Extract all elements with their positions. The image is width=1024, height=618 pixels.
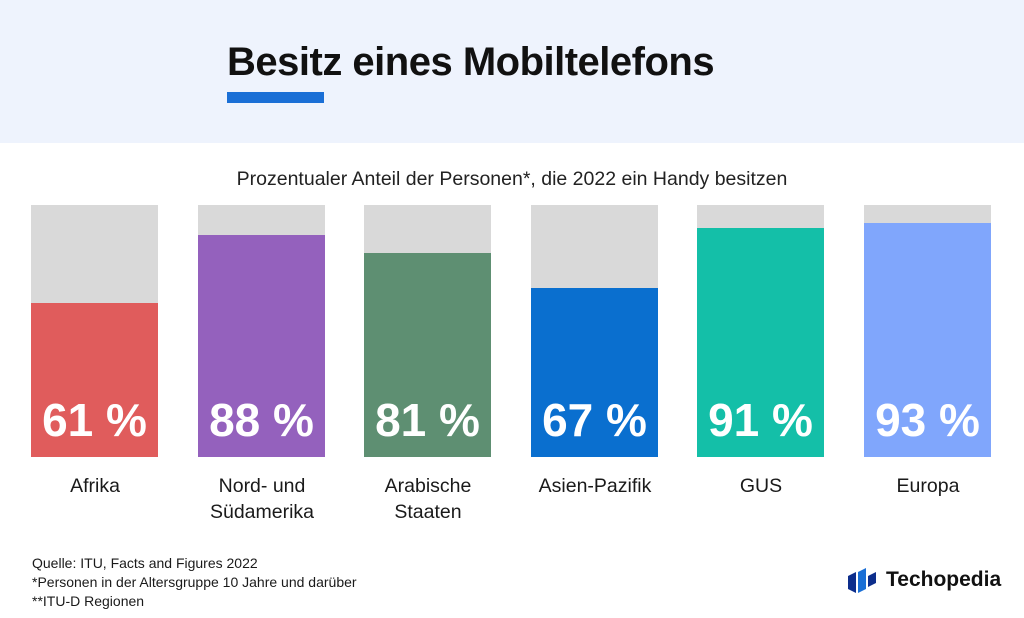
chart-subtitle: Prozentualer Anteil der Personen*, die 2… bbox=[236, 168, 788, 190]
category-label: GUS bbox=[681, 473, 841, 499]
category-label: Europa bbox=[848, 473, 1008, 499]
category-label-line: Afrika bbox=[70, 475, 120, 497]
bar-track: 81 % bbox=[364, 205, 491, 457]
source-note: Quelle: ITU, Facts and Figures 2022 bbox=[32, 555, 258, 571]
techopedia-logo-icon bbox=[848, 568, 876, 593]
bar-track: 88 % bbox=[198, 205, 325, 457]
header-banner: Besitz eines Mobiltelefons bbox=[0, 0, 1024, 143]
bar: 88 % bbox=[198, 235, 325, 457]
category-label: Arabische Staaten bbox=[348, 473, 508, 525]
category-label-line: Nord- und bbox=[218, 475, 306, 497]
category-label: Nord- und Südamerika bbox=[182, 473, 342, 525]
category-label-line: Staaten bbox=[394, 501, 462, 523]
category-label-line: Arabische bbox=[384, 475, 472, 497]
bar-value-label: 81 % bbox=[375, 394, 480, 446]
category-label: Afrika bbox=[15, 473, 175, 499]
bar-value-label: 61 % bbox=[42, 394, 147, 446]
category-label: Asien-Pazifik bbox=[515, 473, 675, 499]
footnotes: Quelle: ITU, Facts and Figures 2022 *Per… bbox=[32, 554, 357, 611]
age-note: *Personen in der Altersgruppe 10 Jahre u… bbox=[32, 574, 357, 590]
category-label-line: Südamerika bbox=[209, 501, 315, 523]
bar-track: 61 % bbox=[31, 205, 158, 457]
techopedia-logo: Techopedia bbox=[848, 566, 1001, 594]
bar: 67 % bbox=[531, 288, 658, 457]
category-label-line: GUS bbox=[739, 475, 783, 497]
bar-chart: 61 % 88 % 81 % 67 % 91 % 93 % bbox=[0, 205, 1024, 457]
bar-value-label: 91 % bbox=[708, 394, 813, 446]
bar: 61 % bbox=[31, 303, 158, 457]
page-title: Besitz eines Mobiltelefons bbox=[227, 40, 715, 84]
bar-value-label: 67 % bbox=[542, 394, 647, 446]
logo-text: Techopedia bbox=[886, 568, 1002, 591]
bar-track: 67 % bbox=[531, 205, 658, 457]
bar-value-label: 93 % bbox=[875, 394, 980, 446]
bar-track: 91 % bbox=[697, 205, 824, 457]
bar: 93 % bbox=[864, 223, 991, 457]
bar: 81 % bbox=[364, 253, 491, 457]
category-label-line: Asien-Pazifik bbox=[538, 475, 652, 497]
title-underline bbox=[227, 92, 324, 103]
category-label-line: Europa bbox=[896, 475, 960, 497]
bar-value-label: 88 % bbox=[209, 394, 314, 446]
bar: 91 % bbox=[697, 228, 824, 457]
region-note: **ITU-D Regionen bbox=[32, 593, 145, 609]
bar-track: 93 % bbox=[864, 205, 991, 457]
